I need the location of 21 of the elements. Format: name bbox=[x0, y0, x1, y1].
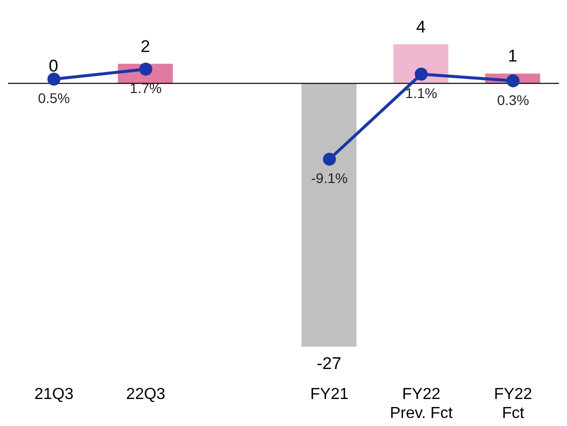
bar bbox=[302, 83, 356, 347]
data-label: 2 bbox=[140, 36, 150, 56]
data-label: -27 bbox=[316, 354, 342, 373]
x-tick-label: 22Q3 bbox=[126, 386, 166, 403]
x-tick-label: 21Q3 bbox=[34, 386, 74, 403]
data-label: 4 bbox=[416, 17, 426, 36]
x-tick-label: FY22 Prev. Fct bbox=[390, 386, 454, 422]
x-tick-label: FY21 bbox=[310, 386, 349, 403]
data-label: -9.1% bbox=[311, 170, 348, 186]
point bbox=[47, 72, 60, 86]
point bbox=[506, 74, 520, 88]
data-label: 0.5% bbox=[38, 90, 70, 106]
x-tick-label: FY22 Fct bbox=[494, 386, 532, 422]
data-label: 0 bbox=[48, 56, 58, 76]
point bbox=[139, 62, 152, 76]
data-label: 0.3% bbox=[497, 92, 530, 108]
point bbox=[414, 68, 428, 81]
data-label: 1 bbox=[508, 46, 518, 66]
point bbox=[322, 152, 336, 166]
data-label: 1.1% bbox=[405, 85, 438, 102]
data-label: 1.7% bbox=[130, 80, 162, 96]
